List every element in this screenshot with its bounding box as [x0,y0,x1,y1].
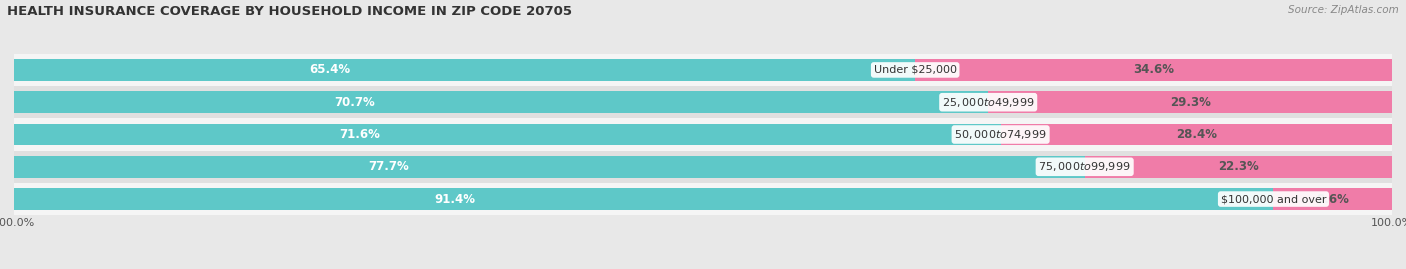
Bar [1084,156,1392,178]
Bar [14,91,988,113]
Text: $25,000 to $49,999: $25,000 to $49,999 [942,96,1035,109]
Bar [14,123,1001,146]
Text: 8.6%: 8.6% [1316,193,1350,206]
Text: 29.3%: 29.3% [1170,96,1211,109]
Bar [14,151,1392,183]
Bar [14,183,1392,215]
Text: $100,000 and over: $100,000 and over [1220,194,1326,204]
Text: 22.3%: 22.3% [1218,160,1258,173]
Text: $50,000 to $74,999: $50,000 to $74,999 [955,128,1047,141]
Text: 65.4%: 65.4% [309,63,350,76]
Bar [14,54,1392,86]
Bar [1001,123,1392,146]
Bar [14,59,915,81]
Text: HEALTH INSURANCE COVERAGE BY HOUSEHOLD INCOME IN ZIP CODE 20705: HEALTH INSURANCE COVERAGE BY HOUSEHOLD I… [7,5,572,18]
Bar [14,156,1084,178]
Text: Under $25,000: Under $25,000 [873,65,956,75]
Bar [14,188,1274,210]
Bar [915,59,1392,81]
Text: 91.4%: 91.4% [434,193,475,206]
Text: 34.6%: 34.6% [1133,63,1174,76]
Bar [14,86,1392,118]
Text: 77.7%: 77.7% [368,160,409,173]
Text: 70.7%: 70.7% [335,96,375,109]
Bar [988,91,1392,113]
Bar [1274,188,1392,210]
Text: $75,000 to $99,999: $75,000 to $99,999 [1039,160,1130,173]
Text: Source: ZipAtlas.com: Source: ZipAtlas.com [1288,5,1399,15]
Text: 28.4%: 28.4% [1175,128,1216,141]
Bar [14,118,1392,151]
Text: 71.6%: 71.6% [339,128,380,141]
